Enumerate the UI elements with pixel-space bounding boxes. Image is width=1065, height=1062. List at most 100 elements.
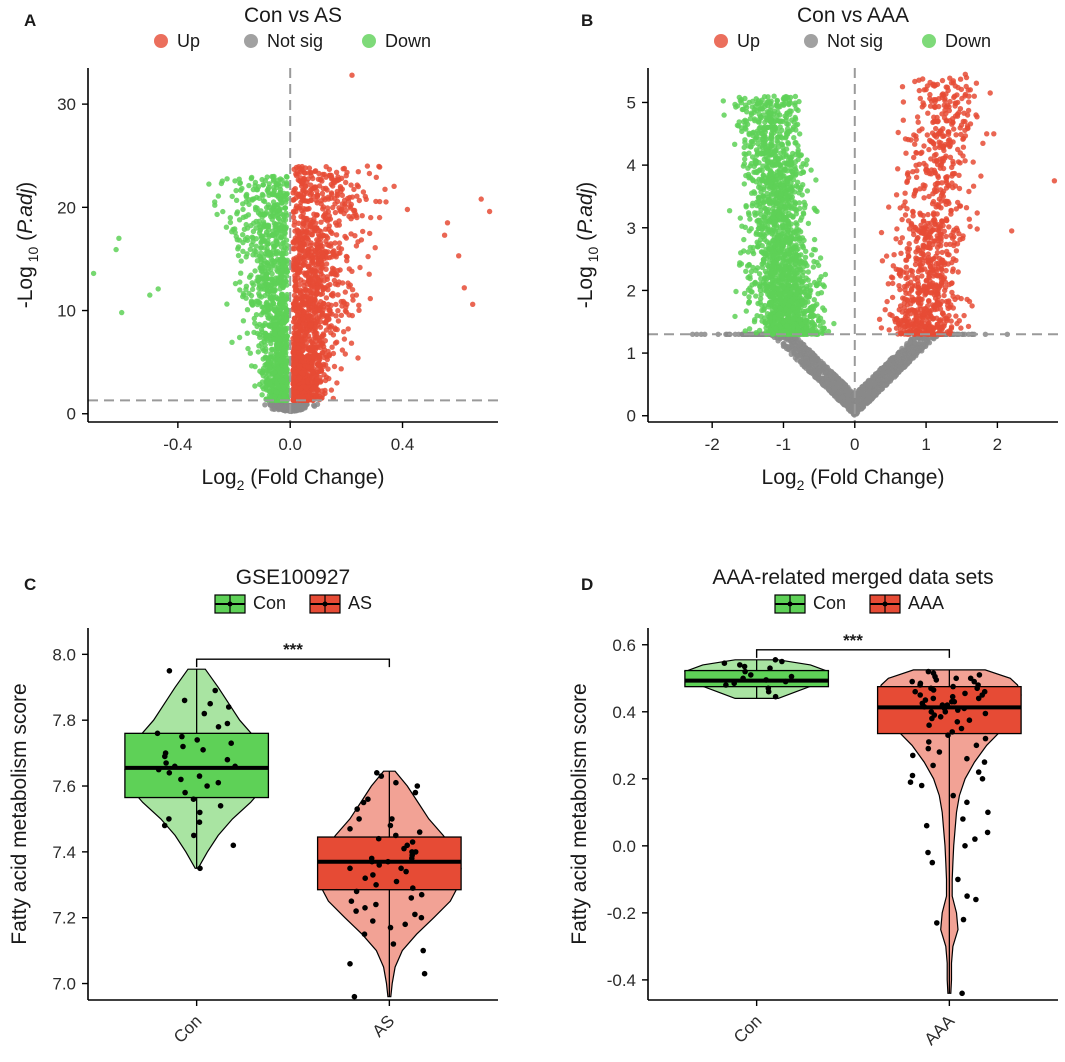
point-up xyxy=(328,190,335,196)
point-up xyxy=(356,307,362,313)
point-down xyxy=(239,185,245,192)
point-up xyxy=(292,219,298,225)
point-up xyxy=(966,99,972,105)
point-down xyxy=(260,264,266,270)
point-up xyxy=(323,295,330,301)
point-down xyxy=(262,320,268,327)
x-tick-label: -0.4 xyxy=(163,435,192,454)
point-down xyxy=(284,257,290,263)
point-up xyxy=(364,163,371,169)
point-up xyxy=(444,220,451,226)
point-up xyxy=(312,330,319,336)
point-down xyxy=(284,183,290,189)
point-up xyxy=(879,258,886,264)
point-up xyxy=(320,287,326,293)
point-not-sig xyxy=(855,391,861,397)
point-not-sig xyxy=(896,366,903,372)
point-up xyxy=(355,183,361,190)
point-up xyxy=(321,278,327,284)
point-down xyxy=(277,186,284,193)
point-down xyxy=(264,246,270,252)
point-up xyxy=(354,214,360,221)
point-down xyxy=(282,217,289,223)
point-up xyxy=(323,185,329,191)
point-not-sig xyxy=(883,382,889,388)
point-up xyxy=(323,313,329,319)
point-down xyxy=(224,301,230,307)
point-not-sig xyxy=(816,370,822,376)
point-up xyxy=(314,372,320,378)
point-up xyxy=(307,322,314,328)
point-down xyxy=(283,226,289,232)
point-up xyxy=(343,304,349,310)
point-down xyxy=(262,308,268,315)
point-not-sig xyxy=(865,380,871,387)
legend-marker-up xyxy=(714,34,728,48)
panel-label-A: A xyxy=(24,11,36,30)
point-up xyxy=(359,213,365,219)
point-up xyxy=(978,173,984,179)
point-down xyxy=(276,315,283,321)
point-up xyxy=(317,344,324,351)
point-not-sig xyxy=(798,355,804,361)
point-down xyxy=(224,176,230,182)
point-up xyxy=(312,265,318,271)
point-down xyxy=(212,199,218,205)
point-down xyxy=(263,300,269,307)
point-up xyxy=(348,205,354,211)
point-up xyxy=(321,212,328,218)
point-up xyxy=(906,241,912,247)
point-up xyxy=(323,327,330,333)
point-up xyxy=(318,378,324,384)
point-down xyxy=(284,367,290,373)
point-up xyxy=(332,209,339,216)
point-up xyxy=(294,337,300,343)
point-up xyxy=(886,204,892,210)
point-down xyxy=(206,181,212,187)
point-down xyxy=(240,239,246,246)
point-up xyxy=(299,337,305,344)
point-up xyxy=(951,126,957,132)
point-up xyxy=(334,380,340,386)
point-up xyxy=(352,233,358,239)
point-down xyxy=(235,246,241,252)
point-up xyxy=(299,370,305,376)
point-up xyxy=(344,254,350,260)
point-up xyxy=(290,214,297,220)
point-not-sig xyxy=(921,337,928,343)
y-tick-label: 30 xyxy=(57,95,76,114)
point-up xyxy=(383,199,389,205)
point-up xyxy=(893,192,900,198)
point-up xyxy=(336,218,342,224)
point-down xyxy=(249,174,255,181)
point-up xyxy=(297,375,303,382)
point-up xyxy=(290,245,296,252)
point-up xyxy=(320,273,326,279)
point-down xyxy=(244,330,250,336)
point-down xyxy=(283,310,289,317)
legend-label: Up xyxy=(737,31,760,51)
point-up xyxy=(456,253,462,259)
point-up xyxy=(357,264,363,271)
point-up xyxy=(301,309,307,315)
point-not-sig xyxy=(902,351,908,357)
point-down xyxy=(240,206,246,213)
point-down xyxy=(90,270,97,277)
point-up xyxy=(366,170,373,177)
point-up xyxy=(348,216,354,222)
point-down xyxy=(284,381,290,388)
point-down xyxy=(273,251,280,257)
point-up xyxy=(348,340,355,346)
point-up xyxy=(300,223,306,230)
point-up xyxy=(319,310,325,316)
point-not-sig xyxy=(912,343,918,350)
point-up xyxy=(349,312,355,319)
point-up xyxy=(302,293,309,299)
point-down xyxy=(275,214,281,221)
point-not-sig xyxy=(271,406,277,412)
point-up xyxy=(333,254,339,260)
point-not-sig xyxy=(791,349,797,355)
point-down xyxy=(256,293,263,299)
point-up xyxy=(302,300,308,306)
